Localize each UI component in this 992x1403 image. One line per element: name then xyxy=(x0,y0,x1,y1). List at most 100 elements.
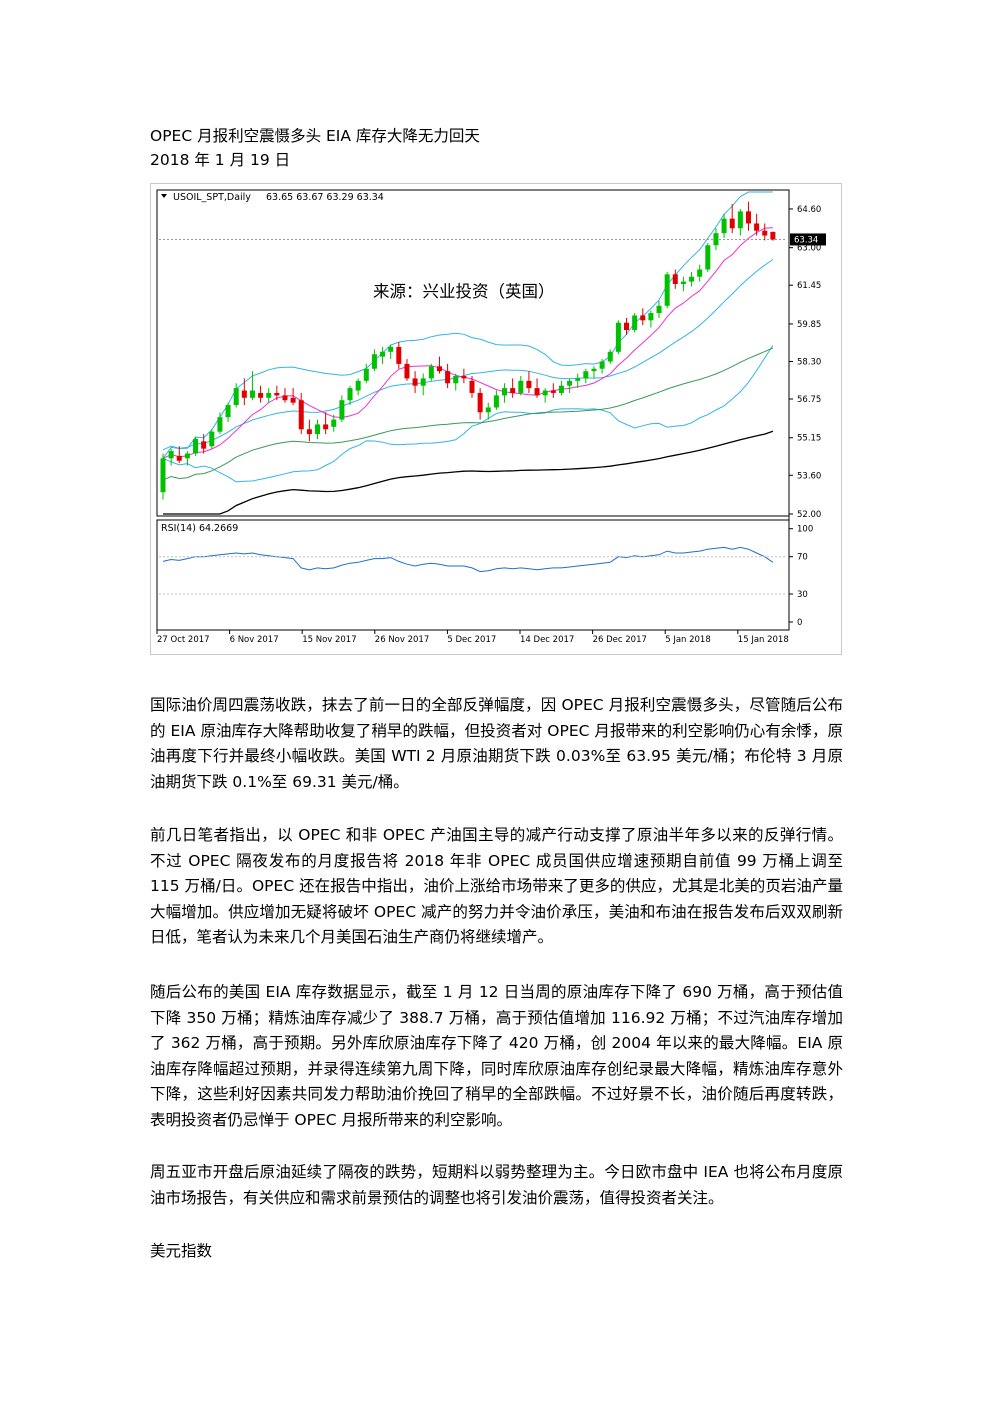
time-axis-ticks: 27 Oct 2017 6 Nov 2017 15 Nov 2017 26 Nov 2… xyxy=(156,630,789,645)
candle-body xyxy=(754,223,760,231)
indicator-lines xyxy=(159,191,787,515)
candle-body xyxy=(193,438,199,454)
time-tick-label: 27 Oct 2017 xyxy=(157,635,210,645)
candle-body xyxy=(241,390,247,398)
candle-body xyxy=(290,397,296,403)
ohlc-label: 63.65 63.67 63.29 63.34 xyxy=(266,192,384,203)
candle-body xyxy=(591,368,597,372)
article-date: 2018 年 1 月 19 日 xyxy=(150,151,291,169)
candle-body xyxy=(331,419,337,427)
rsi-line xyxy=(162,546,774,573)
time-tick-label: 26 Nov 2017 xyxy=(375,635,429,645)
candle-body xyxy=(323,424,329,430)
candle-body xyxy=(542,390,548,396)
candle-body xyxy=(534,388,540,396)
candle-body xyxy=(249,390,255,398)
candle-body xyxy=(315,424,320,435)
paragraph-2: 前几日笔者指出，以 OPEC 和非 OPEC 产油国主导的减产行动支撑了原油半年… xyxy=(150,826,843,947)
candle-body xyxy=(469,380,475,393)
rsi-tick-label: 30 xyxy=(797,590,808,600)
candle-body xyxy=(697,269,703,277)
slow-ma-line xyxy=(162,347,774,481)
rsi-tick-label: 70 xyxy=(797,553,808,563)
candle-body xyxy=(575,378,581,381)
candle-body xyxy=(445,371,451,384)
rsi-label: RSI(14) 64.2669 xyxy=(161,523,238,534)
candle-body xyxy=(233,388,239,406)
candle-body xyxy=(648,313,654,321)
candle-body xyxy=(477,392,483,413)
chart-menu-icon[interactable] xyxy=(161,194,167,198)
time-tick-label: 15 Nov 2017 xyxy=(302,635,356,645)
candle-body xyxy=(502,388,508,396)
candle-body xyxy=(282,395,288,401)
candle-body xyxy=(225,405,231,418)
price-tick-label: 63.00 xyxy=(797,244,821,254)
time-tick-label: 15 Jan 2018 xyxy=(738,635,789,645)
candle-body xyxy=(217,417,223,432)
candle-body xyxy=(493,395,499,408)
candle-body xyxy=(721,218,727,234)
price-tick-label: 58.30 xyxy=(797,357,821,367)
candle-body xyxy=(347,388,353,401)
price-tick-label: 64.60 xyxy=(797,205,821,215)
candle-body xyxy=(428,366,434,379)
candle-body xyxy=(485,407,491,413)
candle-body xyxy=(632,315,638,330)
candle-body xyxy=(518,380,524,393)
symbol-label: USOIL_SPT,Daily xyxy=(173,192,251,203)
candle-body xyxy=(640,315,646,321)
time-tick-label: 5 Dec 2017 xyxy=(447,635,496,645)
candle-body xyxy=(737,211,743,229)
candle-body xyxy=(550,390,556,393)
bollinger-upper-line xyxy=(162,191,773,459)
candle-body xyxy=(510,388,516,393)
price-tick-label: 56.75 xyxy=(797,395,821,405)
chart-watermark: 来源：兴业投资（英国） xyxy=(373,282,555,301)
candle-body xyxy=(298,400,304,430)
candle-body xyxy=(306,429,312,435)
current-price-badge xyxy=(790,233,826,246)
price-chart-svg: 64.60 63.00 61.45 59.85 58.30 56.75 55.15 53.60… xyxy=(156,189,826,645)
candle-body xyxy=(729,218,735,229)
candle-body xyxy=(396,346,402,364)
candle-body xyxy=(258,392,264,398)
fast-ma-line xyxy=(162,227,773,459)
main-panel-frame xyxy=(156,189,790,517)
bollinger-lower-line xyxy=(162,345,774,483)
time-tick-label: 5 Jan 2018 xyxy=(665,635,711,645)
bollinger-middle-line xyxy=(162,259,774,451)
price-tick-label: 52.00 xyxy=(797,510,821,520)
candle-body xyxy=(770,231,776,240)
price-axis-ticks: 64.60 63.00 61.45 59.85 58.30 56.75 55.15 53.60… xyxy=(789,205,826,520)
candlestick-series xyxy=(160,201,776,500)
section-heading-dollar-index: 美元指数 xyxy=(150,1242,213,1260)
candle-body xyxy=(567,380,573,386)
paragraph-1: 国际油价周四震荡收跌，抹去了前一日的全部反弹幅度，因 OPEC 月报利空震慑多头… xyxy=(150,696,843,791)
candle-body xyxy=(689,276,695,282)
candle-body xyxy=(176,455,182,461)
candle-body xyxy=(436,366,442,372)
time-tick-label: 26 Dec 2017 xyxy=(593,635,647,645)
rsi-panel-frame xyxy=(156,519,790,631)
candle-body xyxy=(388,346,394,352)
candle-body xyxy=(745,211,751,224)
candle-body xyxy=(672,274,678,284)
price-tick-label: 59.85 xyxy=(797,320,821,330)
candle-body xyxy=(363,368,369,381)
price-tick-label: 61.45 xyxy=(797,281,821,291)
candle-body xyxy=(583,371,589,379)
candle-body xyxy=(339,400,345,420)
paragraph-4: 周五亚市开盘后原油延续了隔夜的跌势，短期料以弱势整理为主。今日欧市盘中 IEA … xyxy=(150,1163,843,1207)
candle-body xyxy=(168,451,174,459)
candle-body xyxy=(762,230,768,236)
candle-body xyxy=(453,376,459,384)
paragraph-3: 随后公布的美国 EIA 库存数据显示，截至 1 月 12 日当周的原油库存下降了… xyxy=(150,983,843,1129)
candle-body xyxy=(420,378,426,386)
candle-body xyxy=(371,354,377,369)
candle-body xyxy=(526,380,532,389)
time-tick-label: 14 Dec 2017 xyxy=(520,635,574,645)
price-chart: 64.60 63.00 61.45 59.85 58.30 56.75 55.15 53.60… xyxy=(150,183,842,655)
candle-body xyxy=(274,392,280,396)
candle-body xyxy=(184,453,190,459)
